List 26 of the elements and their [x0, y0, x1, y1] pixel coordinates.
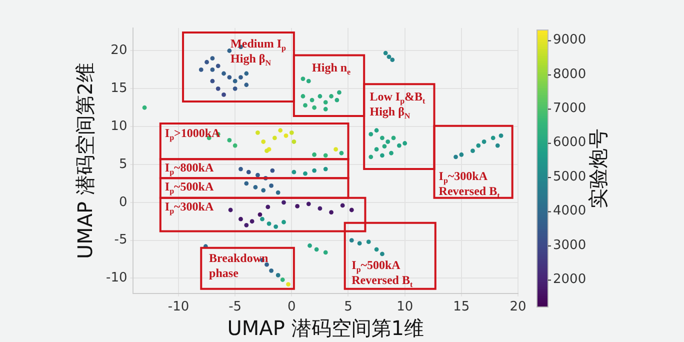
- x-tick-label: 5: [344, 300, 352, 315]
- color-bar-label: 7000: [553, 101, 586, 116]
- y-tick-label: -10: [106, 270, 128, 286]
- y-axis-title: UMAP 潜码空间第2维: [73, 62, 98, 260]
- color-bar-label: 4000: [553, 204, 586, 219]
- x-tick-label: 0: [288, 300, 296, 315]
- x-tick-label: -5: [228, 300, 242, 315]
- x-tick-label: -10: [168, 300, 190, 315]
- x-axis-title: UMAP 潜码空间第1维: [227, 316, 424, 340]
- annotation: Breakdown phase: [209, 250, 269, 280]
- y-tick-label: 20: [110, 43, 128, 58]
- x-tick-label: 10: [396, 300, 414, 315]
- y-tick-label: 0: [118, 194, 128, 210]
- color-bar-label: 6000: [553, 135, 586, 150]
- y-tick-label: 15: [110, 81, 128, 96]
- x-tick-label: 15: [453, 300, 470, 315]
- y-tick-label: 10: [110, 118, 128, 134]
- color-bar-label: 3000: [553, 238, 586, 253]
- color-bar-label: 8000: [553, 66, 586, 82]
- color-bar-label: 9000: [553, 32, 586, 48]
- color-bar-label: 5000: [553, 169, 586, 184]
- y-tick-label: 5: [118, 156, 128, 172]
- x-tick-label: 20: [510, 300, 526, 315]
- y-tick-label: -5: [114, 232, 128, 248]
- color-bar-title: 实验炮号: [586, 128, 610, 208]
- color-bar-label: 2000: [553, 272, 586, 288]
